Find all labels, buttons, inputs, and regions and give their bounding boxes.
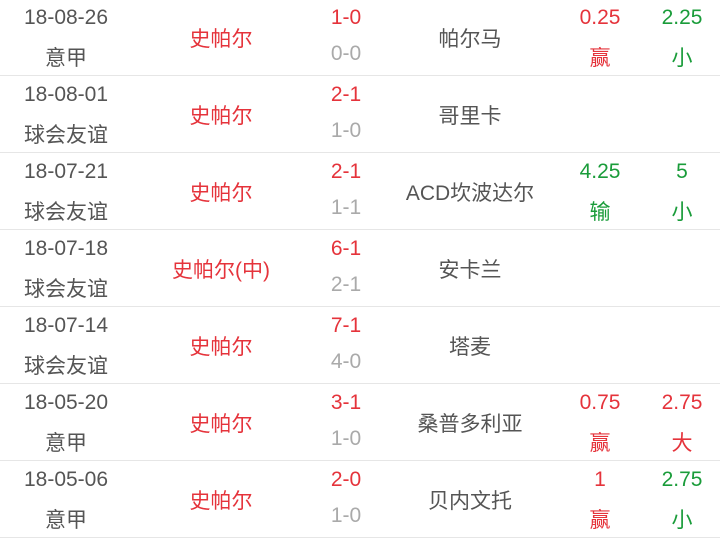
total-value: 2.75 — [661, 391, 703, 414]
total-value: 2.25 — [661, 6, 703, 29]
total-result: 小 — [671, 47, 693, 70]
away-team: 安卡兰 — [438, 259, 502, 282]
home-team: 史帕尔 — [189, 105, 253, 128]
handicap-value: 4.25 — [579, 160, 621, 183]
half-time-score: 2-1 — [330, 273, 362, 296]
handicap-value: 0.25 — [579, 6, 621, 29]
half-time-score: 4-0 — [330, 350, 362, 373]
handicap-value: 1 — [594, 468, 606, 491]
match-row[interactable]: 18-08-01 球会友谊 史帕尔 2-1 1-0 哥里卡 — [0, 76, 720, 153]
half-time-score: 1-0 — [330, 427, 362, 450]
away-team: 塔麦 — [449, 336, 491, 359]
league-name: 意甲 — [45, 432, 87, 455]
home-team: 史帕尔(中) — [172, 259, 270, 282]
league-name: 意甲 — [45, 509, 87, 532]
handicap-result: 输 — [589, 201, 611, 224]
handicap-result: 赢 — [589, 432, 611, 455]
total-result: 大 — [671, 432, 693, 455]
full-time-score: 3-1 — [330, 391, 362, 414]
home-team: 史帕尔 — [189, 28, 253, 51]
away-team: 贝内文托 — [428, 490, 512, 513]
league-name: 球会友谊 — [24, 201, 108, 224]
half-time-score: 1-0 — [330, 504, 362, 527]
half-time-score: 1-0 — [330, 119, 362, 142]
handicap-result: 赢 — [589, 47, 611, 70]
away-team: ACD坎波达尔 — [405, 182, 535, 205]
match-row[interactable]: 18-08-26 意甲 史帕尔 1-0 0-0 帕尔马 0.25 赢 2.25 … — [0, 0, 720, 76]
match-row[interactable]: 18-05-06 意甲 史帕尔 2-0 1-0 贝内文托 1 赢 2.75 小 — [0, 461, 720, 538]
full-time-score: 2-1 — [330, 160, 362, 183]
full-time-score: 7-1 — [330, 314, 362, 337]
total-value: 5 — [676, 160, 688, 183]
match-row[interactable]: 18-07-21 球会友谊 史帕尔 2-1 1-1 ACD坎波达尔 4.25 输… — [0, 153, 720, 230]
total-result: 小 — [671, 201, 693, 224]
league-name: 球会友谊 — [24, 355, 108, 378]
handicap-value: 0.75 — [579, 391, 621, 414]
full-time-score: 2-1 — [330, 83, 362, 106]
league-name: 意甲 — [45, 47, 87, 70]
full-time-score: 1-0 — [330, 6, 362, 29]
total-value: 2.75 — [661, 468, 703, 491]
match-row[interactable]: 18-07-14 球会友谊 史帕尔 7-1 4-0 塔麦 — [0, 307, 720, 384]
match-row[interactable]: 18-07-18 球会友谊 史帕尔(中) 6-1 2-1 安卡兰 — [0, 230, 720, 307]
away-team: 桑普多利亚 — [417, 413, 523, 436]
match-date: 18-07-14 — [23, 314, 109, 337]
half-time-score: 1-1 — [330, 196, 362, 219]
away-team: 帕尔马 — [438, 28, 502, 51]
home-team: 史帕尔 — [189, 490, 253, 513]
home-team: 史帕尔 — [189, 413, 253, 436]
full-time-score: 6-1 — [330, 237, 362, 260]
match-date: 18-07-18 — [23, 237, 109, 260]
total-result: 小 — [671, 509, 693, 532]
home-team: 史帕尔 — [189, 336, 253, 359]
match-date: 18-05-20 — [23, 391, 109, 414]
match-date: 18-08-01 — [23, 83, 109, 106]
half-time-score: 0-0 — [330, 42, 362, 65]
away-team: 哥里卡 — [438, 105, 502, 128]
match-date: 18-05-06 — [23, 468, 109, 491]
match-date: 18-07-21 — [23, 160, 109, 183]
league-name: 球会友谊 — [24, 278, 108, 301]
handicap-result: 赢 — [589, 509, 611, 532]
full-time-score: 2-0 — [330, 468, 362, 491]
match-row[interactable]: 18-05-20 意甲 史帕尔 3-1 1-0 桑普多利亚 0.75 赢 2.7… — [0, 384, 720, 461]
league-name: 球会友谊 — [24, 124, 108, 147]
home-team: 史帕尔 — [189, 182, 253, 205]
match-date: 18-08-26 — [23, 6, 109, 29]
